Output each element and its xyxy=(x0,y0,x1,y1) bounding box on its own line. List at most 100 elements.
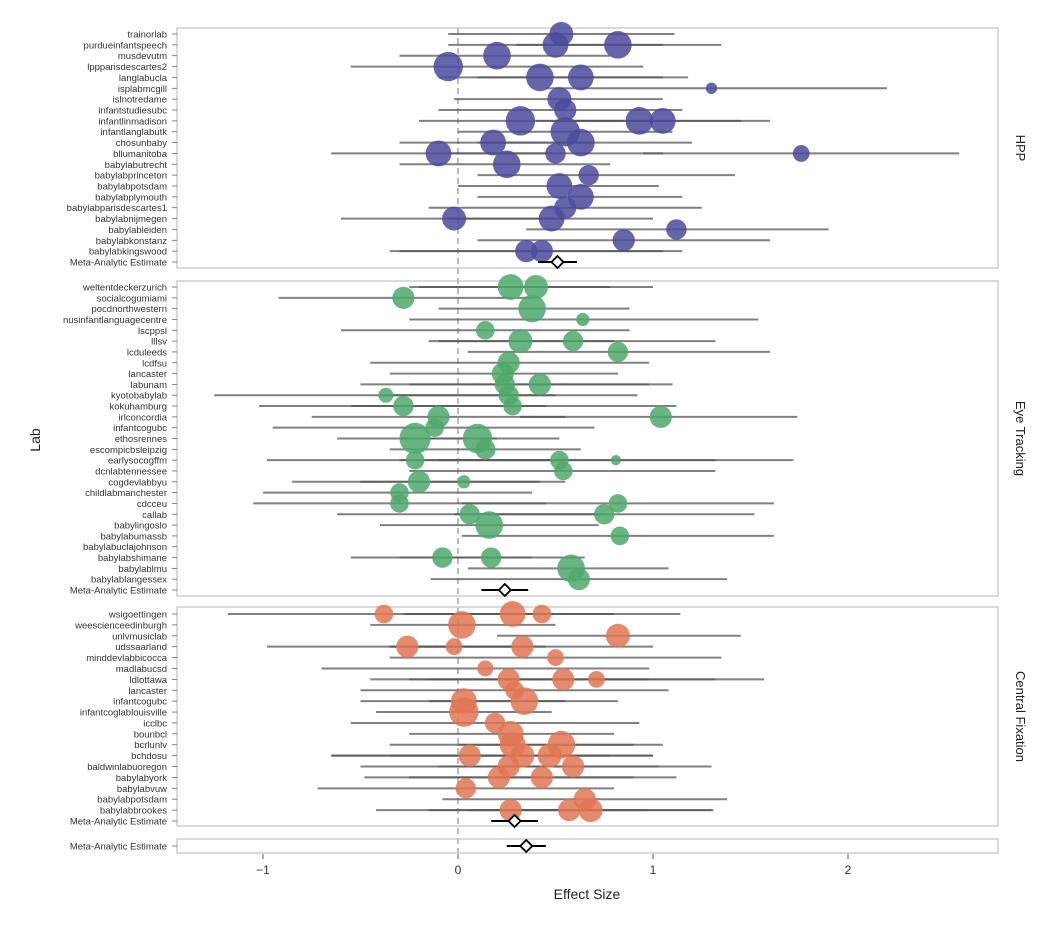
lab-tick-label: lscppsl xyxy=(138,326,167,337)
lab-tick-label: babylabyork xyxy=(116,773,167,784)
lab-tick-label: socialcogumiami xyxy=(97,293,167,304)
lab-effect-point xyxy=(455,778,476,799)
lab-tick-label: babylabshimane xyxy=(98,553,167,564)
lab-effect-point xyxy=(542,31,569,58)
lab-effect-point xyxy=(612,229,635,252)
lab-tick-label: lcduleeds xyxy=(127,347,167,358)
lab-effect-point xyxy=(605,623,630,648)
lab-effect-point xyxy=(442,206,467,231)
estimate-diamond xyxy=(550,254,565,270)
lab-tick-label: langlabucla xyxy=(119,73,168,84)
lab-tick-label: icclbc xyxy=(143,718,167,729)
lab-effect-point xyxy=(558,799,581,822)
lab-tick-label: babylabparisdescartes1 xyxy=(67,203,167,214)
lab-effect-point xyxy=(649,107,676,134)
lab-effect-point xyxy=(457,475,471,489)
lab-effect-point xyxy=(393,395,414,417)
x-axis: −1 0 1 2 xyxy=(256,854,852,877)
lab-tick-label: ethosrennes xyxy=(115,434,168,445)
lab-effect-point xyxy=(425,140,452,167)
lab-tick-label: babylabvuw xyxy=(117,784,167,795)
lab-effect-point xyxy=(524,275,548,299)
lab-tick-label: wsigoettingen xyxy=(108,610,167,621)
lab-effect-point xyxy=(567,128,595,157)
lab-tick-label: babylabkonstanz xyxy=(96,236,168,247)
lab-effect-point xyxy=(610,526,630,546)
lab-effect-point xyxy=(518,294,546,323)
lab-tick-label: Meta-Analytic Estimate xyxy=(70,817,167,828)
facet-label: Central Fixation xyxy=(1013,671,1028,762)
lab-effect-point xyxy=(425,418,444,437)
lab-effect-point xyxy=(666,219,687,240)
lab-tick-label: dcnlabtennessee xyxy=(95,466,167,477)
lab-effect-point xyxy=(511,635,534,658)
lab-effect-point xyxy=(545,143,566,164)
x-axis-title: Effect Size xyxy=(554,886,621,902)
lab-effect-point xyxy=(562,330,584,352)
panel-border xyxy=(176,606,999,827)
lab-tick-label: purdueinfantspeech xyxy=(84,40,167,51)
lab-tick-label: infantcogubc xyxy=(113,423,167,434)
lab-tick-label: bounbcl xyxy=(134,729,167,740)
lab-effect-point xyxy=(532,604,552,624)
lab-tick-label: musdevutm xyxy=(118,51,167,62)
lab-effect-point xyxy=(449,697,479,727)
lab-effect-point xyxy=(649,405,672,428)
overall-diamond xyxy=(518,838,534,854)
lab-effect-point xyxy=(483,41,511,70)
lab-effect-point xyxy=(576,312,590,327)
lab-tick-label: chosunbaby xyxy=(116,138,167,149)
lab-tick-label: irlconcordia xyxy=(118,412,167,423)
facet-label: HPP xyxy=(1013,135,1028,162)
lab-tick-label: babylabprinceton xyxy=(95,171,167,182)
lab-tick-label: lancaster xyxy=(128,686,167,697)
lab-tick-label: unlvmusiclab xyxy=(112,631,167,642)
lab-tick-label: kyotobabylab xyxy=(111,391,167,402)
lab-tick-label: callab xyxy=(142,510,167,521)
x-tick-label: −1 xyxy=(256,863,270,877)
lab-effect-point xyxy=(510,687,539,715)
x-tick-label: 0 xyxy=(455,863,462,877)
lab-effect-point xyxy=(475,511,504,539)
lab-tick-label: babylabpotsdam xyxy=(97,182,167,193)
lab-tick-label: labunam xyxy=(131,380,168,391)
lab-effect-point xyxy=(792,145,810,162)
lab-tick-label: weescienceedinburgh xyxy=(74,620,167,631)
panel-central-fixation: wsigoettingenweescienceedinburghunlvmusi… xyxy=(70,601,1028,829)
lab-effect-point xyxy=(432,547,453,568)
lab-tick-label: cogdevlabbyu xyxy=(108,477,167,488)
lab-effect-point xyxy=(594,504,615,525)
lab-effect-point xyxy=(433,51,463,82)
lab-tick-label: Meta-Analytic Estimate xyxy=(70,586,167,597)
lab-effect-point xyxy=(528,373,552,396)
lab-tick-label: lllsv xyxy=(151,337,167,348)
lab-tick-label: udssaarland xyxy=(115,642,167,653)
lab-effect-point xyxy=(476,320,495,340)
lab-effect-point xyxy=(480,129,506,156)
lab-tick-label: lppparisdescartes2 xyxy=(87,62,167,73)
x-tick-label: 2 xyxy=(845,863,852,877)
overall-estimate-panel: Meta-Analytic Estimate xyxy=(70,838,999,854)
lab-effect-point xyxy=(390,494,409,513)
lab-tick-label: babylabnijmegen xyxy=(95,214,167,225)
estimate-diamond xyxy=(507,813,522,829)
lab-tick-label: ldlottawa xyxy=(130,675,168,686)
lab-tick-label: isplabmcgill xyxy=(118,84,167,95)
lab-tick-label: babylabpotsdam xyxy=(97,795,167,806)
lab-effect-point xyxy=(567,568,591,591)
lab-effect-point xyxy=(604,31,632,59)
lab-effect-point xyxy=(526,63,554,92)
panel-hpp: trainorlabpurdueinfantspeechmusdevutmlpp… xyxy=(67,22,1028,270)
panel-border xyxy=(176,27,999,269)
lab-tick-label: earlysocogffm xyxy=(108,456,167,467)
lab-effect-point xyxy=(537,743,562,768)
lab-effect-point xyxy=(407,470,431,493)
lab-effect-point xyxy=(554,98,577,122)
lab-tick-label: babylabumassb xyxy=(100,531,167,542)
lab-tick-label: infantlinmadison xyxy=(98,116,167,127)
lab-effect-point xyxy=(508,329,533,354)
lab-tick-label: nusinfantlanguagecentre xyxy=(63,315,167,326)
lab-effect-point xyxy=(475,439,496,460)
lab-effect-point xyxy=(552,668,575,691)
x-tick-label: 1 xyxy=(650,863,657,877)
